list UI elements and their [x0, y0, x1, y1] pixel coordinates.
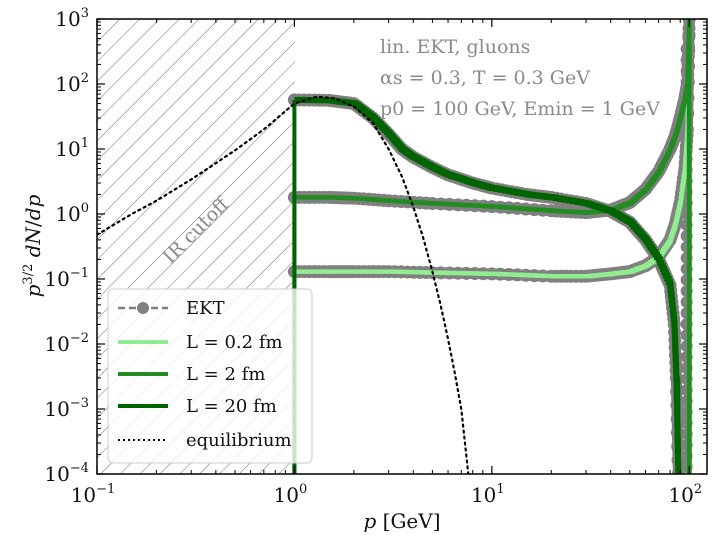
legend-entry-equilibrium: equilibrium [118, 430, 292, 451]
legend-label-equilibrium: equilibrium [186, 430, 292, 451]
ekt-band [291, 94, 684, 474]
annotation-block: lin. EKT, gluons αs = 0.3, T = 0.3 GeV p… [380, 36, 660, 120]
legend-box [107, 288, 313, 464]
legend-entry-ekt: EKT [118, 298, 225, 319]
x-tick-label: 100 [274, 482, 308, 507]
series-line-equilibrium [97, 95, 470, 474]
legend-label-l02: L = 0.2 fm [186, 332, 283, 353]
x-tick-label: 102 [668, 482, 702, 507]
annotation-line-2: αs = 0.3, T = 0.3 GeV [380, 67, 590, 89]
x-tick-label: 10−1 [71, 482, 116, 507]
series-layer [97, 19, 696, 474]
axes-frame [96, 18, 708, 475]
y-tick-label: 10−2 [44, 331, 89, 356]
annotation-line-1: lin. EKT, gluons [380, 36, 530, 58]
y-tick-label: 101 [55, 136, 89, 161]
y-tick-label: 10−1 [44, 266, 89, 291]
y-tick-label: 102 [55, 71, 89, 96]
legend-label-ekt: EKT [186, 298, 225, 319]
x-axis-label: p [GeV] [363, 509, 440, 533]
y-tick-label: 103 [55, 6, 89, 31]
legend: EKT L = 0.2 fm L = 2 fm L = 20 fm equili… [107, 288, 313, 464]
legend-entry-l02: L = 0.2 fm [118, 332, 283, 353]
y-tick-label: 10−4 [44, 461, 89, 486]
ticks-layer: 10−1 100 101 102 10−4 10−3 10−2 10−1 100 101 102 10… [44, 6, 707, 507]
series-line-l2fm [294, 19, 692, 215]
legend-label-l2: L = 2 fm [186, 364, 265, 385]
x-tick-label: 101 [471, 482, 505, 507]
series-line-l20fm [294, 96, 682, 474]
y-axis-label: p3/2 dN/dp [21, 194, 45, 297]
legend-entry-l2: L = 2 fm [118, 364, 265, 385]
annotation-line-3: p0 = 100 GeV, Emin = 1 GeV [380, 98, 660, 120]
y-tick-label: 100 [55, 201, 89, 226]
y-tick-label: 10−3 [44, 396, 89, 421]
legend-entry-l20: L = 20 fm [118, 396, 277, 417]
legend-label-l20: L = 20 fm [186, 396, 277, 417]
